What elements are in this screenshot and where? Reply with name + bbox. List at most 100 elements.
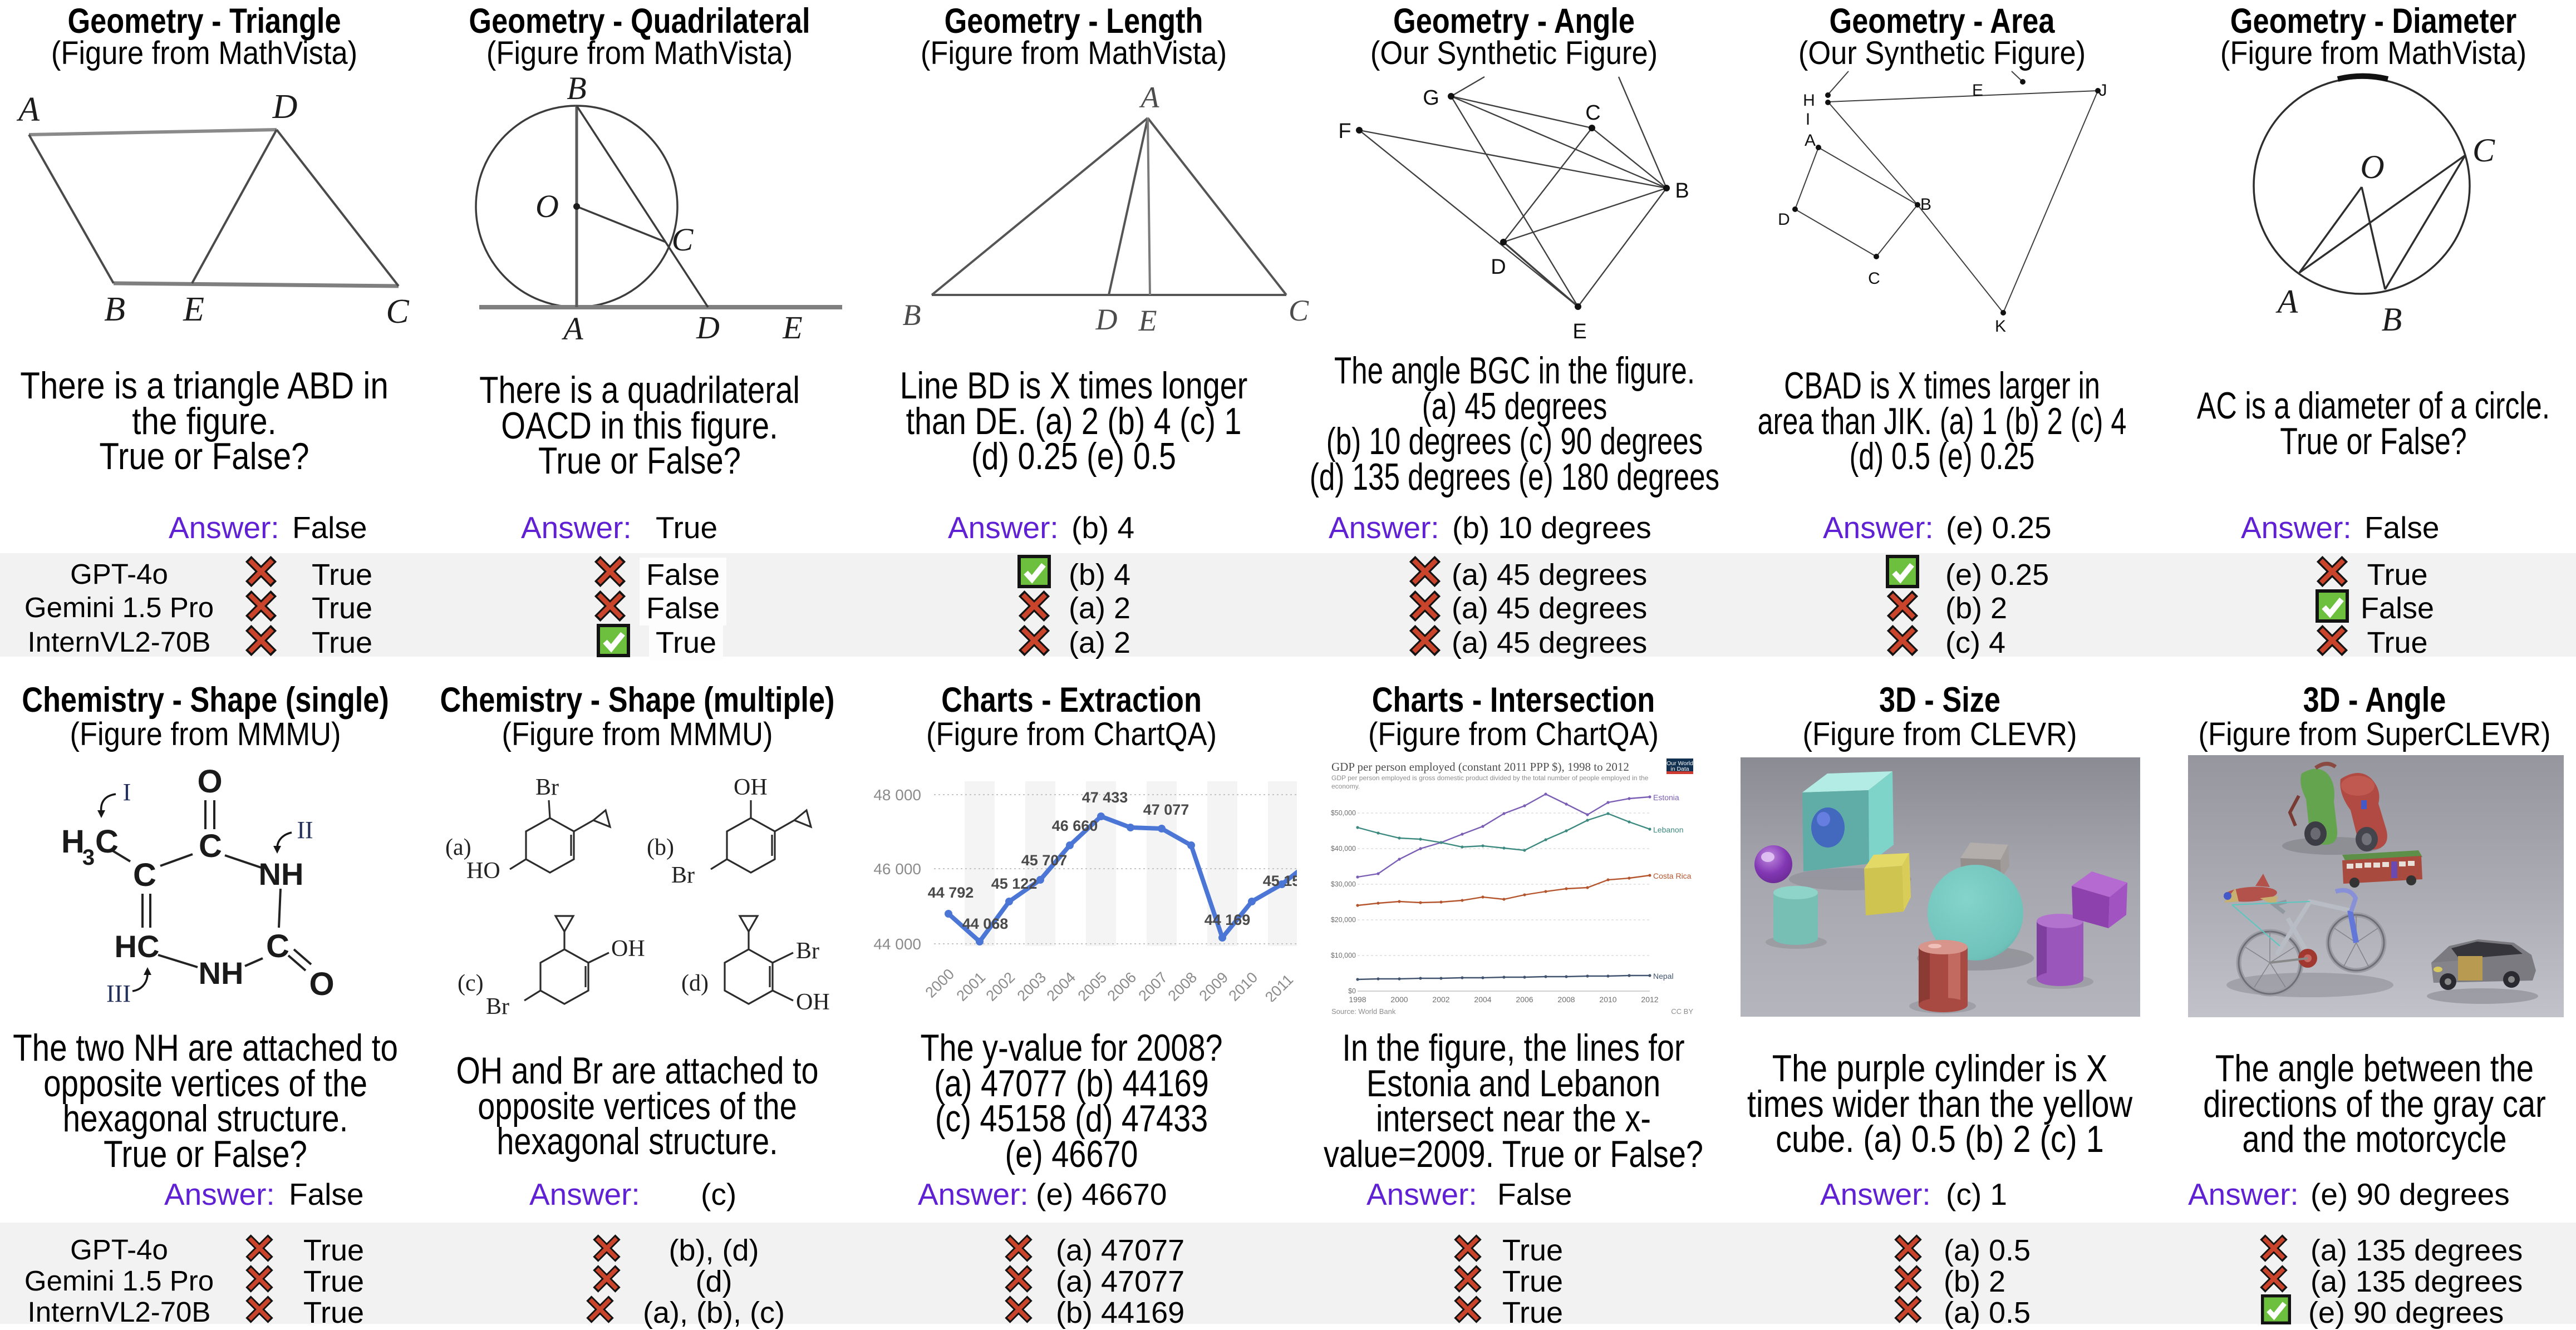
svg-text:A: A — [1139, 81, 1160, 114]
svg-text:2008: 2008 — [1165, 969, 1201, 1004]
svg-text:A: A — [1805, 131, 1816, 150]
svg-text:2002: 2002 — [1432, 995, 1449, 1004]
svg-text:A: A — [561, 311, 583, 347]
svg-text:Costa Rica: Costa Rica — [1653, 871, 1692, 880]
svg-text:D: D — [1491, 255, 1506, 279]
svg-text:2010: 2010 — [1226, 969, 1261, 1004]
svg-text:Br: Br — [796, 938, 819, 964]
svg-text:44 169: 44 169 — [1205, 912, 1251, 928]
svg-text:2011: 2011 — [1262, 971, 1296, 1006]
svg-text:O: O — [2360, 149, 2384, 185]
svg-text:J: J — [2099, 81, 2107, 100]
svg-text:B: B — [2382, 301, 2402, 338]
svg-text:D: D — [1095, 303, 1118, 336]
svg-text:48 000: 48 000 — [873, 786, 921, 804]
svg-text:C: C — [266, 928, 289, 964]
svg-text:D: D — [696, 309, 720, 346]
svg-text:C: C — [1289, 294, 1309, 327]
svg-text:GDP per person employed is gro: GDP per person employed is gross domesti… — [1331, 774, 1649, 782]
svg-text:H: H — [1803, 91, 1815, 110]
svg-text:C: C — [386, 293, 409, 331]
svg-text:C: C — [199, 828, 222, 864]
svg-text:NH: NH — [259, 856, 304, 891]
svg-text:I: I — [123, 779, 131, 806]
svg-text:HC: HC — [115, 929, 160, 964]
svg-text:B: B — [104, 290, 125, 328]
svg-text:A: A — [16, 91, 40, 129]
svg-text:(a): (a) — [445, 835, 471, 860]
svg-text:44 792: 44 792 — [928, 884, 974, 901]
svg-text:46 000: 46 000 — [873, 860, 921, 878]
svg-text:B: B — [567, 70, 586, 106]
svg-text:46 660: 46 660 — [1052, 817, 1098, 834]
svg-text:O: O — [535, 188, 559, 224]
svg-text:K: K — [1995, 317, 2006, 336]
svg-text:2006: 2006 — [1104, 969, 1140, 1004]
svg-text:2004: 2004 — [1044, 969, 1079, 1004]
svg-text:44 000: 44 000 — [873, 935, 921, 953]
svg-text:HO: HO — [466, 858, 500, 884]
svg-text:O: O — [197, 763, 222, 800]
svg-text:2012: 2012 — [1641, 995, 1658, 1004]
svg-text:2001: 2001 — [953, 969, 989, 1004]
svg-text:$30,000: $30,000 — [1331, 880, 1356, 888]
svg-text:2003: 2003 — [1014, 969, 1050, 1004]
svg-text:2007: 2007 — [1135, 969, 1171, 1004]
svg-text:Br: Br — [535, 775, 559, 800]
svg-text:NH: NH — [199, 955, 244, 991]
svg-text:C: C — [672, 221, 694, 258]
svg-text:OH: OH — [611, 936, 645, 962]
svg-text:2002: 2002 — [983, 969, 1019, 1004]
svg-text:45 158: 45 158 — [1263, 873, 1309, 889]
svg-text:2006: 2006 — [1516, 995, 1533, 1004]
svg-text:C: C — [2472, 132, 2495, 169]
svg-text:III: III — [106, 980, 131, 1007]
svg-text:O: O — [309, 966, 334, 1002]
svg-text:(d): (d) — [681, 971, 709, 996]
svg-text:OH: OH — [734, 775, 768, 800]
svg-text:B: B — [903, 298, 921, 332]
svg-text:E: E — [1138, 304, 1157, 337]
svg-text:$50,000: $50,000 — [1331, 809, 1356, 817]
svg-text:II: II — [297, 816, 313, 844]
svg-text:(b): (b) — [647, 835, 674, 860]
svg-text:E: E — [1572, 320, 1586, 343]
svg-text:$10,000: $10,000 — [1331, 952, 1356, 959]
svg-text:Br: Br — [486, 994, 509, 1019]
svg-text:A: A — [2275, 283, 2298, 320]
svg-text:E: E — [183, 290, 204, 328]
svg-text:G: G — [1423, 86, 1439, 110]
svg-text:2008: 2008 — [1557, 995, 1575, 1004]
svg-text:3: 3 — [82, 845, 95, 870]
svg-text:44 068: 44 068 — [962, 915, 1009, 932]
svg-text:45 122: 45 122 — [991, 875, 1038, 892]
svg-text:OH: OH — [796, 989, 830, 1015]
svg-text:GDP per person employed (const: GDP per person employed (constant 2011 P… — [1331, 760, 1629, 774]
svg-text:Estonia: Estonia — [1653, 793, 1679, 802]
svg-text:C: C — [1868, 269, 1880, 288]
svg-text:C: C — [95, 824, 119, 860]
svg-text:F: F — [1338, 120, 1351, 143]
svg-text:CC BY: CC BY — [1671, 1007, 1693, 1016]
svg-text:economy.: economy. — [1331, 782, 1360, 790]
svg-text:2009: 2009 — [1196, 969, 1232, 1004]
svg-text:1998: 1998 — [1349, 995, 1366, 1004]
svg-text:2005: 2005 — [1075, 969, 1110, 1004]
svg-text:Lebanon: Lebanon — [1653, 825, 1684, 834]
svg-text:45 707: 45 707 — [1021, 852, 1068, 869]
svg-text:in Data: in Data — [1670, 766, 1689, 772]
svg-text:Source: World Bank: Source: World Bank — [1331, 1007, 1396, 1016]
svg-text:$0: $0 — [1348, 987, 1356, 995]
svg-text:Nepal: Nepal — [1653, 972, 1674, 981]
svg-text:B: B — [1920, 195, 1931, 214]
svg-text:(c): (c) — [458, 971, 484, 996]
svg-text:Br: Br — [671, 863, 695, 888]
svg-text:I: I — [1806, 110, 1810, 129]
svg-text:$20,000: $20,000 — [1331, 916, 1356, 924]
svg-text:2000: 2000 — [922, 966, 958, 1001]
svg-text:2000: 2000 — [1390, 995, 1408, 1004]
svg-text:47 433: 47 433 — [1082, 789, 1128, 806]
svg-text:2010: 2010 — [1599, 995, 1616, 1004]
svg-text:B: B — [1675, 179, 1689, 203]
svg-text:H: H — [61, 824, 85, 860]
